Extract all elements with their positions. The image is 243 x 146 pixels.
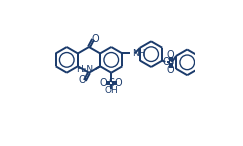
Text: O: O (115, 78, 122, 88)
Text: O: O (100, 78, 108, 88)
Text: NH: NH (132, 49, 145, 58)
Text: O: O (92, 34, 99, 44)
Text: O: O (167, 65, 174, 75)
Text: O: O (162, 57, 170, 67)
Text: S: S (168, 57, 174, 67)
Text: O: O (167, 50, 174, 60)
Text: S: S (108, 78, 114, 88)
Text: OH: OH (104, 86, 118, 95)
Text: H₂N: H₂N (76, 65, 93, 74)
Text: O: O (79, 75, 86, 85)
